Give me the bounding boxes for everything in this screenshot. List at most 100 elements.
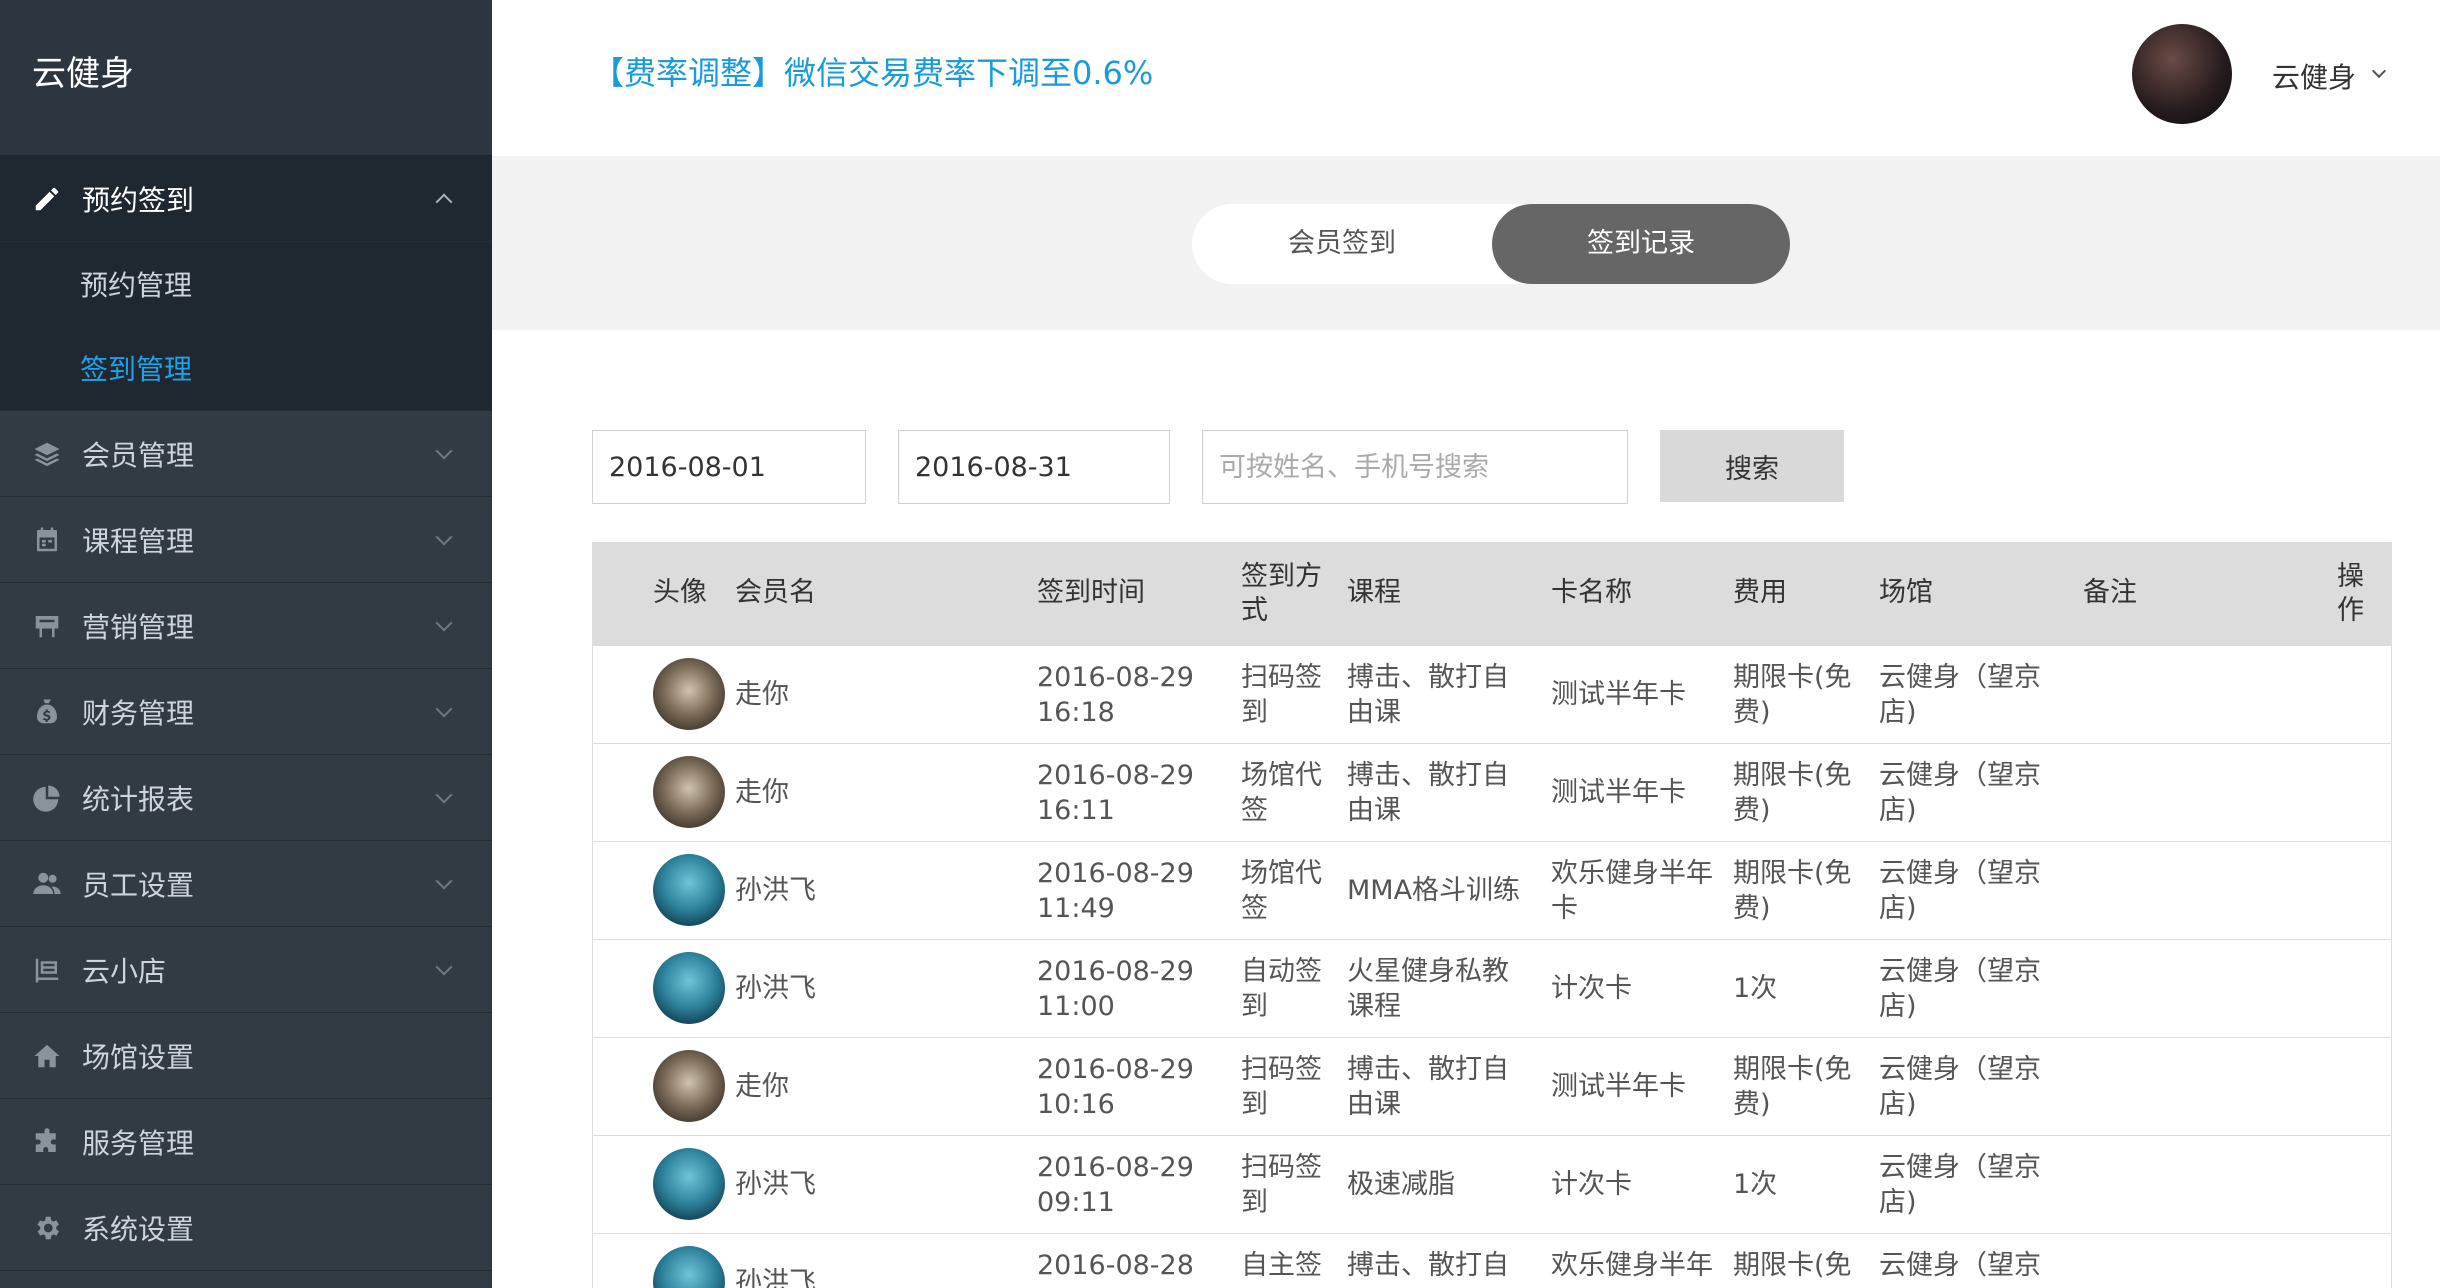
sidebar-item-finance[interactable]: 财务管理: [0, 669, 492, 755]
cell-fee-line: 期限卡(免: [1733, 1250, 1852, 1281]
users-icon: [30, 867, 64, 901]
cell-course-line: 极速减脂: [1347, 1169, 1455, 1200]
announcement-link[interactable]: 【费率调整】微信交易费率下调至0.6%: [592, 54, 1154, 92]
start-date-input[interactable]: [592, 430, 866, 504]
checkin-date: 2016-08-29: [1037, 1054, 1194, 1085]
col-method-line: 式: [1241, 595, 1268, 626]
tab-member-checkin[interactable]: 会员签到: [1288, 228, 1396, 259]
user-avatar[interactable]: [2132, 24, 2232, 124]
cell-venue: 云健身（望京: [1879, 1248, 2041, 1283]
cell-venue: 云健身（望京 店): [1879, 1150, 2041, 1220]
table-row[interactable]: 走你 2016-08-29 10:16 扫码签到搏击、散打自 由课 测试半年卡 期限卡(免费…: [593, 1038, 2391, 1136]
sidebar-item-members[interactable]: 会员管理: [0, 411, 492, 497]
puzzle-icon: [30, 1125, 64, 1159]
cell-course-line: 火星健身私教: [1347, 956, 1509, 987]
cell-method: 自动签到: [1241, 954, 1322, 1024]
cell-method-line: 自主签: [1241, 1250, 1322, 1281]
col-time: 签到时间: [1037, 577, 1145, 608]
chevron-up-icon: [435, 193, 453, 211]
cell-method-line: 扫码签: [1241, 1152, 1322, 1183]
cell-method: 场馆代签: [1241, 758, 1322, 828]
cell-method-line: 到: [1241, 1089, 1268, 1120]
gear-icon: [30, 1211, 64, 1245]
member-avatar: [653, 658, 725, 730]
sidebar-item-reports[interactable]: 统计报表: [0, 755, 492, 841]
col-method: 签到方 式: [1241, 560, 1322, 628]
cell-method-line: 场馆代: [1241, 858, 1322, 889]
cell-method: 扫码签到: [1241, 1150, 1322, 1220]
col-action-line: 操: [2337, 561, 2364, 592]
sidebar-subitem-booking-manage[interactable]: 预约管理: [80, 269, 193, 302]
submenu: 预约管理 签到管理: [0, 242, 492, 411]
cell-course-line: 搏击、散打自: [1347, 1250, 1509, 1281]
cell-course: 搏击、散打自 由课: [1347, 1052, 1509, 1122]
table-row[interactable]: 孙洪飞 2016-08-28 自主签 搏击、散打自 欢乐健身半年 期限卡(免 云健身（望京: [593, 1234, 2391, 1288]
cell-fee: 1次: [1733, 1167, 1777, 1202]
chevron-down-icon: [435, 528, 453, 546]
cell-fee-line: 费): [1733, 795, 1771, 826]
checkin-clock: 11:49: [1037, 893, 1115, 924]
sidebar-item-system-settings[interactable]: 系统设置: [0, 1185, 492, 1271]
tab-checkin-records[interactable]: 签到记录: [1492, 204, 1790, 284]
search-input[interactable]: [1202, 430, 1628, 504]
col-fee: 费用: [1733, 577, 1787, 608]
sidebar-item-venue-settings[interactable]: 场馆设置: [0, 1013, 492, 1099]
sidebar-item-label: 财务管理: [82, 696, 195, 730]
cell-method: 扫码签到: [1241, 1052, 1322, 1122]
checkin-clock: 10:16: [1037, 1089, 1115, 1120]
sidebar-item-courses[interactable]: 课程管理: [0, 497, 492, 583]
cell-venue-line: 店): [1879, 697, 1917, 728]
shop-icon: [30, 953, 64, 987]
checkin-tabs: 会员签到 签到记录: [1192, 204, 1790, 284]
table-header: 头像 会员名 签到时间 签到方 式 课程 卡名称 费用 场馆 备注 操 作: [593, 542, 2391, 646]
cell-method-line: 到: [1241, 1187, 1268, 1218]
cell-member-name: 走你: [735, 679, 789, 710]
table-body: 走你 2016-08-29 16:18 扫码签到搏击、散打自 由课 测试半年卡 期限卡(免费…: [593, 646, 2391, 1288]
sidebar-subitem-checkin-manage[interactable]: 签到管理: [80, 353, 193, 386]
chevron-down-icon: [435, 786, 453, 804]
cell-method-line: 签: [1241, 795, 1268, 826]
cell-course: MMA格斗训练: [1347, 873, 1520, 908]
cell-fee-line: 期限卡(免: [1733, 858, 1852, 889]
sidebar-item-marketing[interactable]: 营销管理: [0, 583, 492, 669]
sidebar-item-staff[interactable]: 员工设置: [0, 841, 492, 927]
table-row[interactable]: 孙洪飞 2016-08-29 11:00 自动签到火星健身私教 课程 计次卡 1次 云健身（望…: [593, 940, 2391, 1038]
cell-course-line: 课程: [1347, 991, 1401, 1022]
cell-method-line: 自动签: [1241, 956, 1322, 987]
search-button[interactable]: 搜索: [1660, 430, 1844, 502]
cell-fee-line: 期限卡(免: [1733, 1054, 1852, 1085]
pie-chart-icon: [30, 781, 64, 815]
cell-card-line: 欢乐健身半年: [1551, 858, 1713, 889]
table-row[interactable]: 孙洪飞 2016-08-29 09:11 扫码签到极速减脂 计次卡 1次 云健身（望京 店): [593, 1136, 2391, 1234]
sidebar-item-services[interactable]: 服务管理: [0, 1099, 492, 1185]
cell-method: 扫码签到: [1241, 660, 1322, 730]
cell-card: 测试半年卡: [1551, 775, 1686, 810]
cell-venue: 云健身（望京 店): [1879, 660, 2041, 730]
table-row[interactable]: 走你 2016-08-29 16:11 场馆代签搏击、散打自 由课 测试半年卡 期限卡(免费…: [593, 744, 2391, 842]
chevron-down-icon: [435, 872, 453, 890]
cell-method-line: 签: [1241, 893, 1268, 924]
table-row[interactable]: 孙洪飞 2016-08-29 11:49 场馆代签 MMA格斗训练 欢乐健身半年卡期限卡(…: [593, 842, 2391, 940]
sidebar-item-booking-checkin[interactable]: 预约签到: [0, 156, 492, 242]
menu-group-booking: 预约签到 预约管理 签到管理: [0, 156, 492, 411]
cell-card-line: 测试半年卡: [1551, 777, 1686, 808]
checkin-date: 2016-08-29: [1037, 858, 1194, 889]
sidebar-item-label: 会员管理: [82, 438, 195, 472]
col-card: 卡名称: [1551, 577, 1632, 608]
checkin-date: 2016-08-29: [1037, 956, 1194, 987]
user-menu[interactable]: 云健身: [2272, 61, 2357, 94]
sidebar-item-label: 系统设置: [82, 1212, 195, 1246]
cell-checkin-time: 2016-08-29 11:00: [1037, 954, 1194, 1024]
cell-card-line: 计次卡: [1551, 1169, 1632, 1200]
chevron-down-icon[interactable]: [2371, 63, 2387, 79]
table-row[interactable]: 走你 2016-08-29 16:18 扫码签到搏击、散打自 由课 测试半年卡 期限卡(免费…: [593, 646, 2391, 744]
cell-course-line: 搏击、散打自: [1347, 662, 1509, 693]
checkin-clock: 16:11: [1037, 795, 1115, 826]
cell-method-line: 扫码签: [1241, 1054, 1322, 1085]
end-date-input[interactable]: [898, 430, 1170, 504]
cell-fee: 期限卡(免: [1733, 1248, 1852, 1283]
home-icon: [30, 1039, 64, 1073]
cell-method-line: 扫码签: [1241, 662, 1322, 693]
sidebar-item-mini-shop[interactable]: 云小店: [0, 927, 492, 1013]
cell-venue-line: 店): [1879, 1089, 1917, 1120]
